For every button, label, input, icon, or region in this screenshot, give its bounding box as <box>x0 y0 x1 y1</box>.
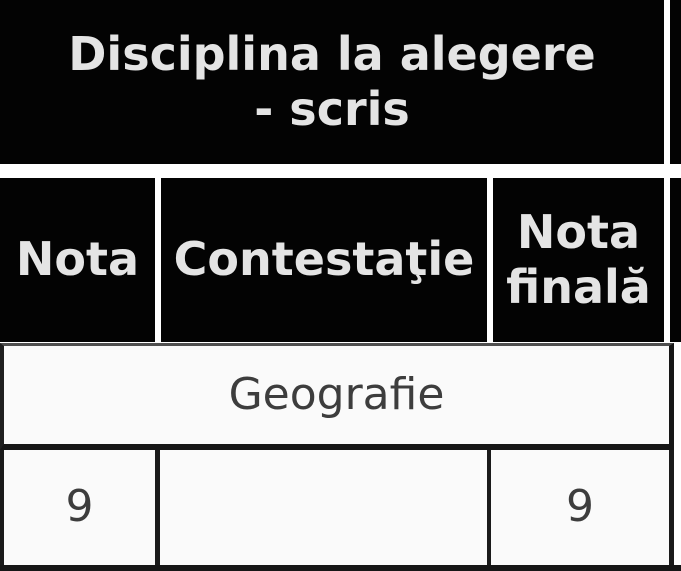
column-header-contestatie: Contestaţie <box>161 178 487 342</box>
adjacent-column-header-sliver <box>670 0 681 164</box>
column-header-nota-finala-label: Nota finală <box>506 204 651 314</box>
subject-row: Geografie <box>0 343 674 450</box>
score-cell-nota-finala: 9 <box>491 450 674 565</box>
column-header-contestatie-label: Contestaţie <box>173 232 475 287</box>
group-header-label: Disciplina la alegere - scris <box>68 26 596 136</box>
adjacent-column-header-sliver-2 <box>670 178 681 342</box>
score-cell-nota: 9 <box>0 450 160 565</box>
column-header-nota-finala: Nota finală <box>493 178 664 342</box>
score-nota-finala-value: 9 <box>566 481 594 533</box>
score-cell-contestatie <box>160 450 491 565</box>
table-bottom-border <box>0 565 681 571</box>
subject-label: Geografie <box>228 368 445 420</box>
column-header-nota-label: Nota <box>15 232 140 287</box>
score-nota-value: 9 <box>65 481 94 533</box>
column-header-nota: Nota <box>0 178 155 342</box>
group-header-cell: Disciplina la alegere - scris <box>0 0 664 164</box>
